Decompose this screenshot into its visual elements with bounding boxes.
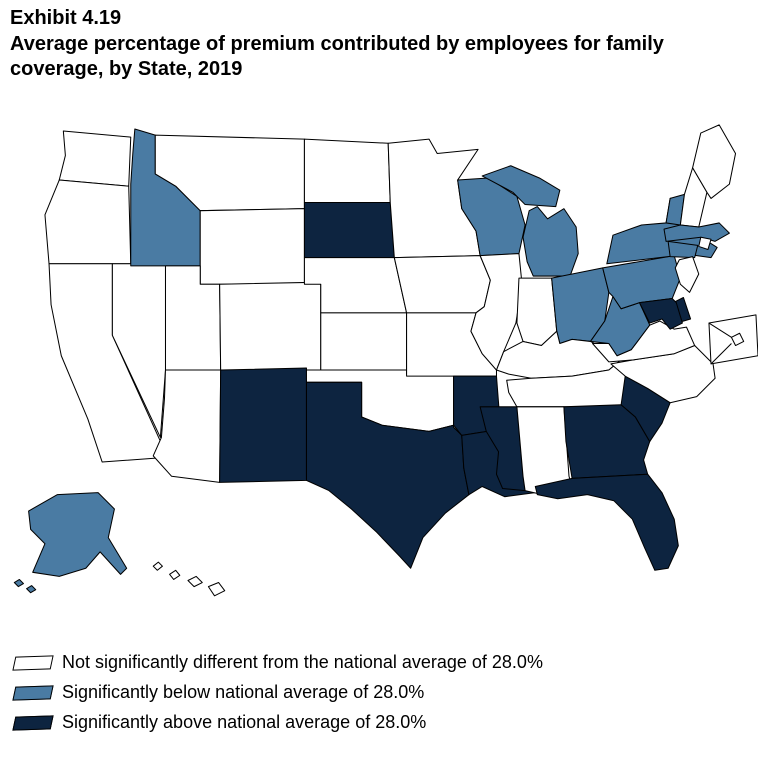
state-maine — [692, 124, 737, 199]
state-iowa — [393, 255, 491, 314]
state-new-jersey — [674, 256, 700, 293]
state-washington — [58, 130, 132, 187]
state-wyoming — [199, 208, 305, 285]
state-alaska-island — [26, 585, 37, 594]
state-connecticut — [667, 240, 699, 259]
legend-swatch-below — [12, 684, 54, 701]
state-michigan-upper — [481, 165, 561, 208]
legend-item-not-different: Not significantly different from the nat… — [12, 652, 754, 673]
legend-item-below: Significantly below national average of … — [12, 682, 754, 703]
state-colorado — [219, 281, 322, 371]
legend-label-above: Significantly above national average of … — [62, 712, 427, 732]
legend-swatch-not-different — [12, 654, 54, 671]
state-florida — [534, 473, 679, 571]
legend: Not significantly different from the nat… — [12, 652, 754, 742]
dc-callout-line — [710, 343, 732, 365]
state-district-of-columbia — [730, 332, 745, 347]
us-choropleth-svg — [13, 124, 758, 597]
state-rhode-island — [698, 236, 712, 251]
us-map — [0, 112, 758, 632]
state-kansas — [320, 312, 408, 371]
title-block: Exhibit 4.19 Average percentage of premi… — [10, 6, 700, 83]
legend-item-above: Significantly above national average of … — [12, 712, 754, 733]
dc-callout-line — [708, 322, 732, 338]
state-hawaii-island — [187, 575, 203, 588]
state-oregon — [44, 179, 132, 265]
state-alaska-island — [13, 578, 25, 588]
state-indiana — [516, 277, 558, 347]
state-north-dakota — [303, 138, 391, 204]
dc-callout — [708, 314, 758, 365]
legend-label-not-different: Not significantly different from the nat… — [62, 652, 543, 672]
state-michigan-lower — [522, 206, 579, 277]
state-hawaii-island — [169, 569, 181, 580]
legend-swatch-above — [12, 714, 54, 731]
exhibit-number: Exhibit 4.19 — [10, 7, 122, 29]
state-south-dakota — [303, 201, 395, 259]
state-maryland — [638, 298, 683, 330]
state-alaska — [28, 492, 128, 577]
state-new-mexico — [219, 367, 307, 483]
exhibit-title: Average percentage of premium contribute… — [10, 32, 664, 81]
state-massachusetts — [663, 222, 730, 242]
legend-label-below: Significantly below national average of … — [62, 682, 425, 702]
state-hawaii-island — [152, 561, 163, 571]
state-hawaii-island — [207, 582, 226, 597]
